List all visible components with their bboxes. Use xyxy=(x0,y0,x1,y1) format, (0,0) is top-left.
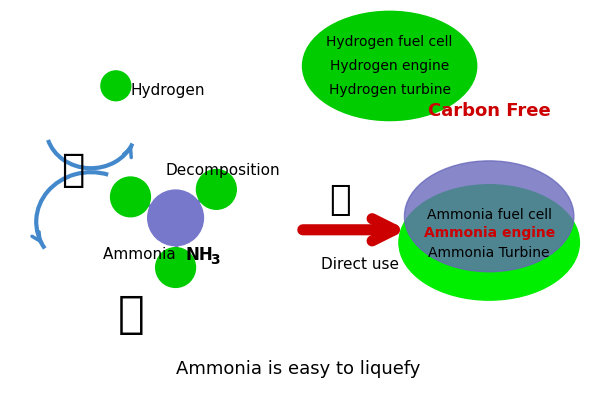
Ellipse shape xyxy=(303,11,477,120)
Text: Hydrogen: Hydrogen xyxy=(131,83,205,98)
Text: Hydrogen fuel cell: Hydrogen fuel cell xyxy=(326,35,453,49)
Circle shape xyxy=(148,190,203,246)
Circle shape xyxy=(156,248,195,287)
Circle shape xyxy=(197,170,236,209)
Circle shape xyxy=(101,71,131,101)
Text: Hydrogen turbine: Hydrogen turbine xyxy=(329,83,451,97)
Text: Carbon Free: Carbon Free xyxy=(428,102,551,120)
Text: Ammonia is easy to liquefy: Ammonia is easy to liquefy xyxy=(175,360,420,378)
Text: 🏭: 🏭 xyxy=(62,151,85,189)
Text: Hydrogen engine: Hydrogen engine xyxy=(330,59,449,73)
Ellipse shape xyxy=(399,185,579,300)
Text: Direct use: Direct use xyxy=(321,257,399,272)
Text: NH: NH xyxy=(186,246,213,264)
Text: 🚛: 🚛 xyxy=(329,183,351,217)
Circle shape xyxy=(111,177,150,217)
Text: 3: 3 xyxy=(211,253,220,267)
Text: Decomposition: Decomposition xyxy=(166,163,280,178)
Text: 🚢: 🚢 xyxy=(118,293,144,336)
Ellipse shape xyxy=(404,161,574,272)
Text: Ammonia fuel cell: Ammonia fuel cell xyxy=(427,208,552,222)
Text: Ammonia: Ammonia xyxy=(103,247,186,262)
Text: Ammonia Turbine: Ammonia Turbine xyxy=(428,246,550,260)
Text: Ammonia engine: Ammonia engine xyxy=(423,226,555,240)
